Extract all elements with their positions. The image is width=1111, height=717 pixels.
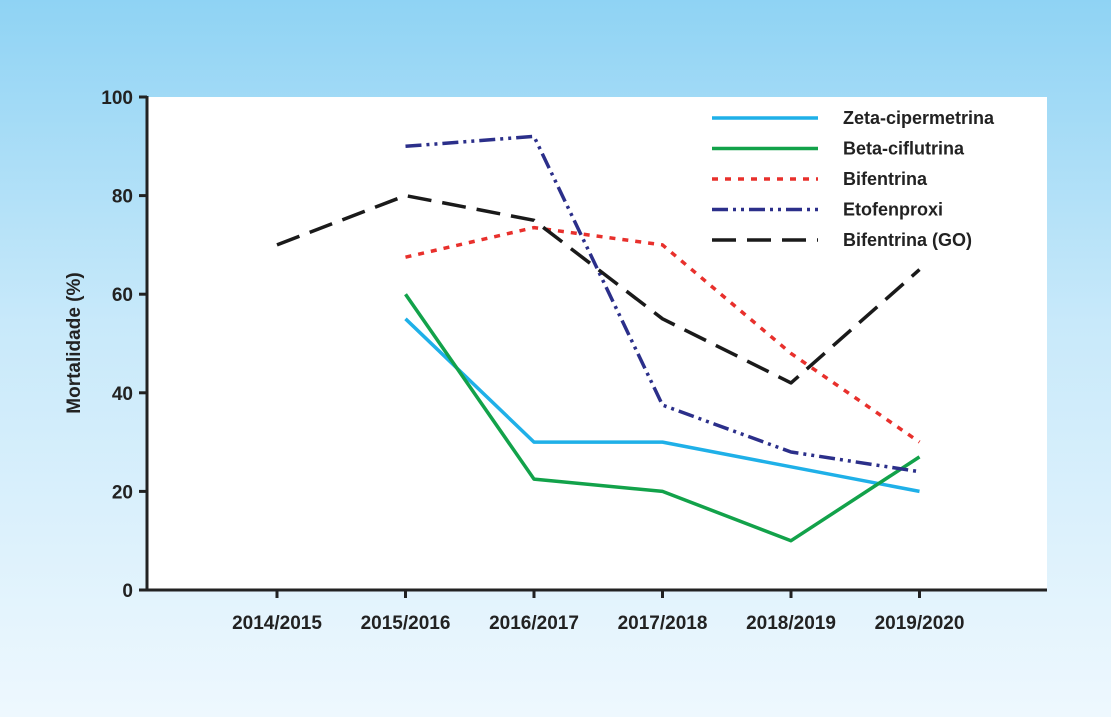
- y-tick-label: 60: [112, 285, 133, 306]
- legend-label: Bifentrina (GO): [843, 230, 972, 250]
- y-tick-label: 80: [112, 187, 133, 208]
- legend-label: Beta-ciflutrina: [843, 139, 965, 159]
- y-tick-label: 100: [101, 88, 133, 109]
- y-tick-label: 0: [122, 581, 133, 602]
- x-tick-label: 2017/2018: [618, 613, 708, 634]
- y-tick-label: 20: [112, 482, 133, 503]
- y-tick-label: 40: [112, 384, 133, 405]
- x-tick-label: 2019/2020: [875, 613, 965, 634]
- legend-item-bifentrina-go: Bifentrina (GO): [712, 230, 972, 250]
- legend-label: Bifentrina: [843, 169, 928, 189]
- legend-item-beta-ciflutrina: Beta-ciflutrina: [712, 139, 965, 159]
- series-line-zeta-cipermetrina: [404, 317, 920, 494]
- legend-item-etofenproxi: Etofenproxi: [712, 200, 943, 220]
- x-tick-label: 2014/2015: [232, 613, 322, 634]
- x-tick-label: 2015/2016: [361, 613, 451, 634]
- x-tick-label: 2018/2019: [746, 613, 836, 634]
- legend-label: Zeta-cipermetrina: [843, 108, 995, 128]
- series-line-etofenproxi: [405, 134, 920, 474]
- series-line-bifentrina-go: [276, 193, 921, 385]
- y-axis-title: Mortalidade (%): [64, 272, 85, 413]
- legend-item-bifentrina: Bifentrina: [712, 169, 928, 189]
- series-line-beta-ciflutrina: [404, 293, 921, 543]
- legend-item-zeta-cipermetrina: Zeta-cipermetrina: [712, 108, 995, 128]
- legend-label: Etofenproxi: [843, 200, 943, 220]
- series-line-bifentrina: [405, 225, 921, 444]
- x-tick-label: 2016/2017: [489, 613, 579, 634]
- plot-area: [147, 97, 1047, 590]
- series-layer: [276, 134, 921, 543]
- legend: Zeta-cipermetrina Beta-ciflutrina Bifentri…: [712, 108, 995, 250]
- axes: 0 20 40 60 80 100 2014/2015 2015/2016 2016/2017 2…: [101, 88, 1047, 634]
